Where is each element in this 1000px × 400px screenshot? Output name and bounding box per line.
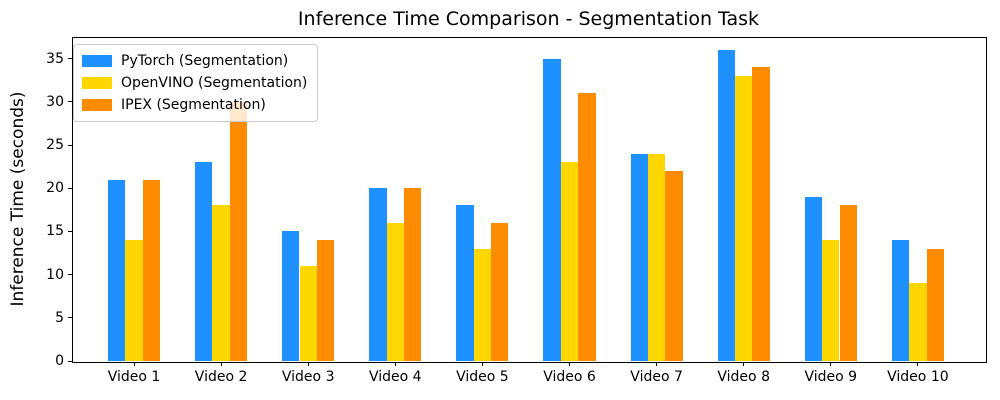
bar-pytorch-segmentation-video-8 <box>717 49 735 361</box>
bar-ipex-segmentation-video-9 <box>839 205 857 361</box>
legend-label: PyTorch (Segmentation) <box>121 53 289 69</box>
bar-ipex-segmentation-video-8 <box>752 67 770 361</box>
chart-title: Inference Time Comparison - Segmentation… <box>297 8 760 30</box>
y-tick-label: 10 <box>46 266 64 283</box>
x-tick-label-video-4: Video 4 <box>369 369 422 385</box>
bar-openvino-segmentation-video-7 <box>647 153 666 361</box>
bar-pytorch-segmentation-video-4 <box>369 188 387 361</box>
bar-pytorch-segmentation-video-7 <box>630 153 648 361</box>
legend-color-swatch <box>82 55 112 67</box>
x-tick-mark <box>481 362 483 366</box>
x-tick-label-video-8: Video 8 <box>717 369 770 385</box>
bar-openvino-segmentation-video-2 <box>212 205 230 361</box>
x-tick-mark <box>917 362 919 366</box>
x-tick-label-video-9: Video 9 <box>804 369 858 385</box>
y-tick-mark <box>68 101 72 103</box>
bar-ipex-segmentation-video-10 <box>926 248 944 361</box>
x-tick-label-video-1: Video 1 <box>107 369 161 385</box>
legend-label: IPEX (Segmentation) <box>121 97 266 113</box>
y-tick-mark <box>68 360 72 362</box>
x-tick-mark <box>394 362 396 366</box>
bar-ipex-segmentation-video-6 <box>578 93 596 361</box>
x-tick-mark <box>743 362 745 366</box>
bar-ipex-segmentation-video-1 <box>142 179 161 361</box>
y-tick-mark <box>68 187 72 189</box>
bar-pytorch-segmentation-video-6 <box>543 58 561 361</box>
bar-ipex-segmentation-video-2 <box>229 101 248 361</box>
y-tick-mark <box>68 274 72 276</box>
y-tick-mark <box>68 58 72 60</box>
bar-openvino-segmentation-video-6 <box>560 162 579 361</box>
x-tick-label-video-6: Video 6 <box>543 369 596 385</box>
bar-pytorch-segmentation-video-10 <box>891 240 910 361</box>
x-tick-mark <box>656 362 658 366</box>
y-tick-label: 25 <box>46 137 64 153</box>
x-tick-mark <box>830 362 832 366</box>
legend-item-pytorch-segmentation: PyTorch (Segmentation) <box>82 52 307 70</box>
bar-pytorch-segmentation-video-3 <box>282 231 300 361</box>
bar-openvino-segmentation-video-3 <box>299 265 317 361</box>
bar-openvino-segmentation-video-9 <box>822 240 840 361</box>
x-tick-label-video-3: Video 3 <box>281 369 335 385</box>
legend: PyTorch (Segmentation) OpenVINO (Segmenta… <box>73 44 319 122</box>
legend-item-openvino-segmentation: OpenVINO (Segmentation) <box>82 74 307 92</box>
x-tick-label-video-10: Video 10 <box>887 369 949 385</box>
x-tick-label-video-2: Video 2 <box>194 369 248 385</box>
y-axis-label: Inference Time (seconds) <box>8 91 28 307</box>
bar-openvino-segmentation-video-4 <box>386 222 404 361</box>
y-tick-label: 20 <box>46 180 64 197</box>
legend-color-swatch <box>82 77 112 89</box>
bar-openvino-segmentation-video-1 <box>125 240 143 361</box>
bar-pytorch-segmentation-video-5 <box>456 205 474 361</box>
bar-openvino-segmentation-video-10 <box>909 283 927 361</box>
bar-openvino-segmentation-video-8 <box>735 75 753 361</box>
bar-ipex-segmentation-video-3 <box>316 240 335 361</box>
y-tick-mark <box>68 230 72 232</box>
y-tick-mark <box>68 144 72 146</box>
bar-ipex-segmentation-video-5 <box>491 222 509 361</box>
x-tick-label-video-7: Video 7 <box>630 369 683 385</box>
bar-ipex-segmentation-video-7 <box>665 170 683 361</box>
y-tick-label: 30 <box>46 93 64 110</box>
bar-pytorch-segmentation-video-9 <box>804 196 823 361</box>
y-tick-label: 15 <box>46 223 64 240</box>
bar-pytorch-segmentation-video-1 <box>107 179 126 361</box>
bar-openvino-segmentation-video-5 <box>473 248 492 361</box>
bar-pytorch-segmentation-video-2 <box>195 162 213 361</box>
legend-label: OpenVINO (Segmentation) <box>121 75 308 91</box>
y-tick-label: 35 <box>46 50 64 67</box>
x-tick-label-video-5: Video 5 <box>456 369 509 385</box>
x-tick-mark <box>133 362 135 366</box>
x-tick-mark <box>220 362 222 366</box>
x-tick-mark <box>569 362 570 366</box>
legend-item-ipex-segmentation: IPEX (Segmentation) <box>82 96 307 114</box>
y-tick-label: 0 <box>55 353 64 369</box>
y-tick-mark <box>68 317 72 319</box>
x-tick-mark <box>307 362 309 366</box>
bar-ipex-segmentation-video-4 <box>404 188 422 361</box>
y-tick-label: 5 <box>55 309 64 326</box>
legend-color-swatch <box>82 99 112 111</box>
